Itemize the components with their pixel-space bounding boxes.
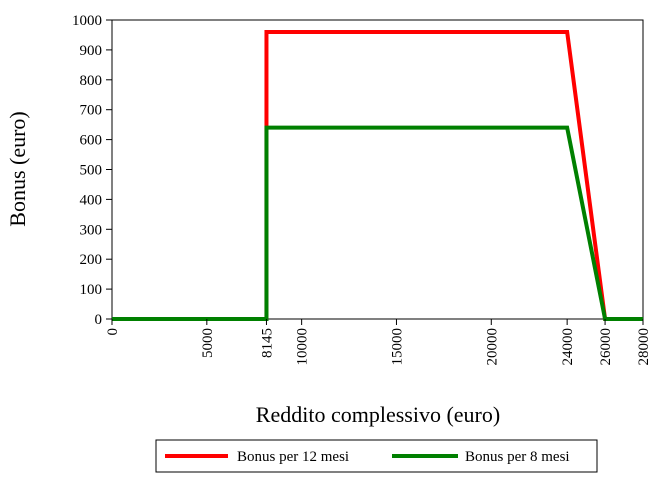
x-tick-label: 8145 <box>259 328 275 358</box>
y-tick-label: 600 <box>80 133 103 149</box>
x-tick-label: 24000 <box>560 328 576 366</box>
y-tick-label: 500 <box>80 163 103 179</box>
legend: Bonus per 12 mesi Bonus per 8 mesi <box>155 439 598 473</box>
x-tick-label: 10000 <box>295 328 311 366</box>
series-line-0 <box>112 29 643 321</box>
y-tick-label: 900 <box>80 43 103 59</box>
y-tick-label: 300 <box>80 222 103 238</box>
plot-area <box>111 19 644 320</box>
series-line-1 <box>112 125 643 321</box>
y-axis-label: Bonus (euro) <box>5 111 30 226</box>
y-tick-label: 400 <box>80 192 103 208</box>
y-tick-label: 800 <box>80 73 103 89</box>
y-tick-label: 700 <box>80 103 103 119</box>
x-tick-label: 0 <box>105 328 121 336</box>
x-tick-label: 5000 <box>200 328 216 358</box>
x-axis-label: Reddito complessivo (euro) <box>256 402 500 427</box>
y-tick-label: 100 <box>80 282 103 298</box>
y-tick-label: 200 <box>80 252 103 268</box>
y-tick-label: 1000 <box>72 13 102 29</box>
y-tick-label: 0 <box>95 312 103 328</box>
x-tick-label: 26000 <box>598 328 614 366</box>
legend-label-bonus-12-mesi: Bonus per 12 mesi <box>237 449 349 465</box>
legend-label-bonus-8-mesi: Bonus per 8 mesi <box>465 449 570 465</box>
legend-box <box>155 439 598 473</box>
x-tick-label: 20000 <box>484 328 500 366</box>
x-tick-label: 15000 <box>389 328 405 366</box>
x-tick-label: 28000 <box>636 328 652 366</box>
